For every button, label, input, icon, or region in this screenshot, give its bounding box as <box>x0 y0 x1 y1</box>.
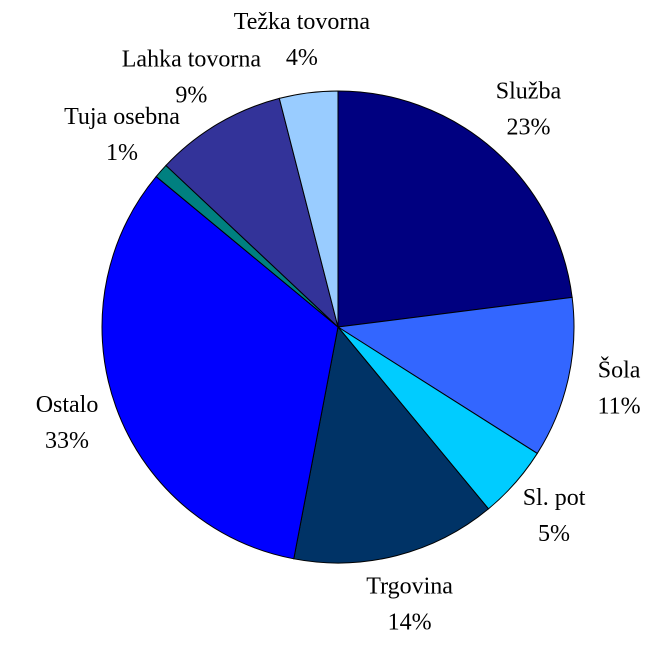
slice-label: Ostalo <box>36 392 99 418</box>
pie-slice <box>278 90 339 328</box>
pie-slice <box>293 325 490 564</box>
pie-slice <box>337 90 573 328</box>
slice-value-label: 23% <box>506 114 550 140</box>
slice-value-label: 4% <box>286 45 318 71</box>
slice-value-label: 5% <box>538 521 570 547</box>
pie-slice <box>336 296 575 455</box>
slice-label: Šola <box>598 356 641 383</box>
slice-label: Sl. pot <box>523 485 586 511</box>
slice-label: Težka tovorna <box>234 9 371 35</box>
slice-value-label: 14% <box>388 609 432 635</box>
pie-slice <box>165 97 339 329</box>
slice-label: Lahka tovorna <box>122 47 262 73</box>
slice-label: Trgovina <box>366 573 453 599</box>
slice-value-label: 11% <box>598 393 641 419</box>
slice-label: Tuja osebna <box>64 104 180 130</box>
slice-value-label: 9% <box>175 83 207 109</box>
slice-value-label: 1% <box>106 140 138 166</box>
slice-label: Služba <box>496 78 562 104</box>
slice-value-label: 33% <box>45 428 89 454</box>
pie-slice <box>101 175 339 560</box>
